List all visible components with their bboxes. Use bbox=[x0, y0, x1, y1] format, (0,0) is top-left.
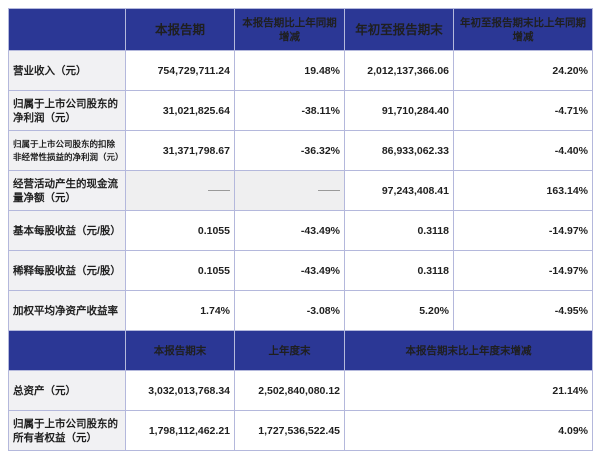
row-label: 归属于上市公司股东的扣除非经常性损益的净利润（元） bbox=[8, 130, 126, 171]
header-prior-year-end: 上年度末 bbox=[234, 330, 345, 371]
cell: -43.49% bbox=[234, 250, 345, 291]
row-label: 稀释每股收益（元/股） bbox=[8, 250, 126, 291]
cell: 3,032,013,768.34 bbox=[125, 370, 235, 411]
cell: 19.48% bbox=[234, 50, 345, 91]
cell: 2,502,840,080.12 bbox=[234, 370, 345, 411]
cell: 1,798,112,462.21 bbox=[125, 410, 235, 451]
cell: 0.1055 bbox=[125, 210, 235, 251]
cell: -43.49% bbox=[234, 210, 345, 251]
cell: 0.3118 bbox=[344, 250, 454, 291]
header-ytd-yoy: 年初至报告期末比上年同期增减 bbox=[453, 8, 593, 51]
cell: 86,933,062.33 bbox=[344, 130, 454, 171]
row-label: 营业收入（元） bbox=[8, 50, 126, 91]
cell: 91,710,284.40 bbox=[344, 90, 454, 131]
cell: -4.95% bbox=[453, 290, 593, 331]
header-period-end-change: 本报告期末比上年度末增减 bbox=[344, 330, 593, 371]
header-blank bbox=[8, 8, 126, 51]
cell: -4.71% bbox=[453, 90, 593, 131]
table-row: 经营活动产生的现金流量净额（元） 97,243,408.41 163.14% bbox=[8, 170, 593, 211]
header-blank bbox=[8, 330, 126, 371]
cell: 0.3118 bbox=[344, 210, 454, 251]
table-row: 归属于上市公司股东的净利润（元） 31,021,825.64 -38.11% 9… bbox=[8, 90, 593, 131]
cell: 754,729,711.24 bbox=[125, 50, 235, 91]
cell: 31,021,825.64 bbox=[125, 90, 235, 131]
header-current-period-yoy: 本报告期比上年同期增减 bbox=[234, 8, 345, 51]
cell: -4.40% bbox=[453, 130, 593, 171]
header-ytd: 年初至报告期末 bbox=[344, 8, 454, 51]
dash-mark bbox=[208, 190, 230, 192]
header-period-end: 本报告期末 bbox=[125, 330, 235, 371]
cell: 21.14% bbox=[344, 370, 593, 411]
row-label: 归属于上市公司股东的所有者权益（元） bbox=[8, 410, 126, 451]
header-row: 本报告期 本报告期比上年同期增减 年初至报告期末 年初至报告期末比上年同期增减 bbox=[8, 8, 593, 51]
row-label: 经营活动产生的现金流量净额（元） bbox=[8, 170, 126, 211]
financial-summary-table: 本报告期 本报告期比上年同期增减 年初至报告期末 年初至报告期末比上年同期增减 … bbox=[8, 8, 593, 451]
cell: -36.32% bbox=[234, 130, 345, 171]
row-label: 加权平均净资产收益率 bbox=[8, 290, 126, 331]
table-row: 归属于上市公司股东的扣除非经常性损益的净利润（元） 31,371,798.67 … bbox=[8, 130, 593, 171]
row-label: 基本每股收益（元/股） bbox=[8, 210, 126, 251]
header-row-2: 本报告期末 上年度末 本报告期末比上年度末增减 bbox=[8, 330, 593, 371]
table-row: 基本每股收益（元/股） 0.1055 -43.49% 0.3118 -14.97… bbox=[8, 210, 593, 251]
table-row: 归属于上市公司股东的所有者权益（元） 1,798,112,462.21 1,72… bbox=[8, 410, 593, 451]
dash-mark bbox=[318, 190, 340, 192]
table-row: 稀释每股收益（元/股） 0.1055 -43.49% 0.3118 -14.97… bbox=[8, 250, 593, 291]
cell: 4.09% bbox=[344, 410, 593, 451]
cell: 31,371,798.67 bbox=[125, 130, 235, 171]
cell: 24.20% bbox=[453, 50, 593, 91]
row-label: 总资产（元） bbox=[8, 370, 126, 411]
cell: 163.14% bbox=[453, 170, 593, 211]
cell-empty-dash bbox=[125, 170, 235, 211]
cell: -3.08% bbox=[234, 290, 345, 331]
cell: 1,727,536,522.45 bbox=[234, 410, 345, 451]
cell: 97,243,408.41 bbox=[344, 170, 454, 211]
cell: -14.97% bbox=[453, 210, 593, 251]
row-label: 归属于上市公司股东的净利润（元） bbox=[8, 90, 126, 131]
cell: -14.97% bbox=[453, 250, 593, 291]
cell: 1.74% bbox=[125, 290, 235, 331]
cell: -38.11% bbox=[234, 90, 345, 131]
table-row: 总资产（元） 3,032,013,768.34 2,502,840,080.12… bbox=[8, 370, 593, 411]
table-row: 加权平均净资产收益率 1.74% -3.08% 5.20% -4.95% bbox=[8, 290, 593, 331]
cell-empty-dash bbox=[234, 170, 345, 211]
cell: 5.20% bbox=[344, 290, 454, 331]
header-current-period: 本报告期 bbox=[125, 8, 235, 51]
table-row: 营业收入（元） 754,729,711.24 19.48% 2,012,137,… bbox=[8, 50, 593, 91]
cell: 2,012,137,366.06 bbox=[344, 50, 454, 91]
cell: 0.1055 bbox=[125, 250, 235, 291]
